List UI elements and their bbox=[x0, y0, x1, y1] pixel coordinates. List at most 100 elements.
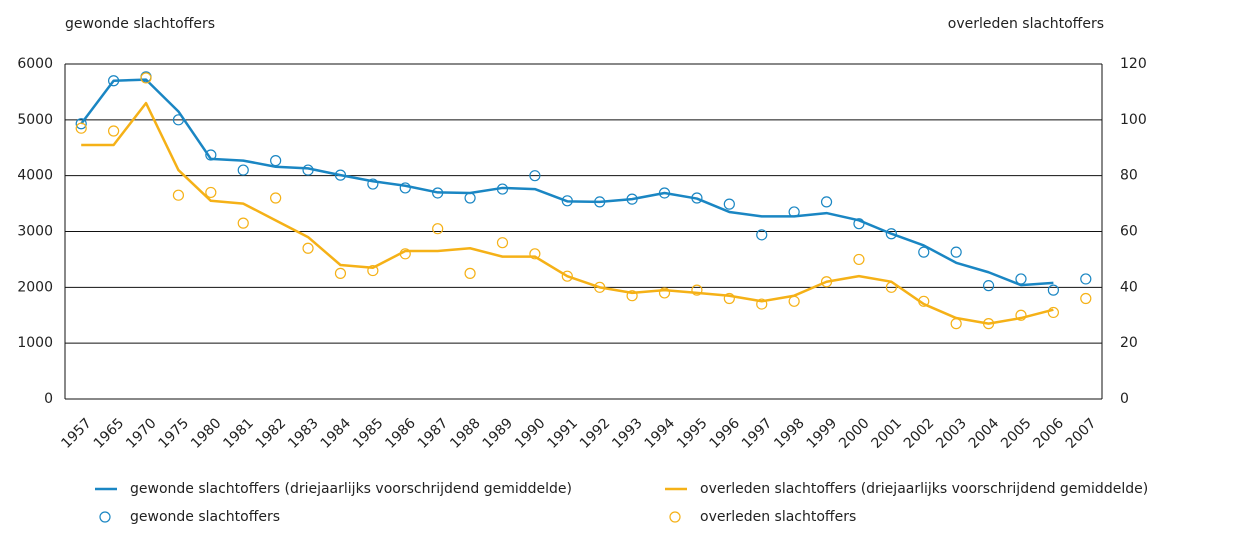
legend-marker bbox=[99, 511, 111, 523]
y-tick-label: 3000 bbox=[17, 224, 53, 240]
data-point bbox=[399, 248, 411, 260]
data-point bbox=[561, 270, 573, 282]
x-tick-label: 1957 bbox=[58, 415, 95, 452]
data-point bbox=[1047, 306, 1059, 319]
data-point bbox=[691, 192, 703, 204]
x-tick-label: 2004 bbox=[966, 415, 1003, 452]
data-point bbox=[334, 267, 347, 279]
legend-label: gewonde slachtoffers (driejaarlijks voor… bbox=[130, 481, 572, 497]
data-point bbox=[853, 253, 865, 266]
y2-axis-title: overleden slachtoffers bbox=[948, 16, 1104, 32]
data-point bbox=[496, 237, 509, 249]
y-tick-label: 0 bbox=[44, 391, 53, 407]
x-tick-label: 1996 bbox=[706, 415, 743, 452]
x-tick-label: 1988 bbox=[447, 415, 484, 452]
data-point bbox=[1080, 292, 1092, 305]
x-tick-label: 2005 bbox=[998, 415, 1035, 452]
x-tick-label: 1985 bbox=[350, 415, 387, 452]
data-point bbox=[820, 276, 833, 288]
data-point bbox=[885, 228, 897, 240]
y-axis-title: gewonde slachtoffers bbox=[65, 16, 215, 32]
x-tick-label: 1993 bbox=[609, 415, 646, 452]
data-point bbox=[302, 164, 314, 176]
data-point bbox=[788, 295, 800, 307]
data-point bbox=[75, 118, 87, 130]
x-tick-label: 1997 bbox=[739, 415, 776, 452]
x-tick-label: 1984 bbox=[318, 415, 355, 452]
data-point bbox=[723, 198, 735, 210]
data-point bbox=[237, 217, 249, 229]
data-point bbox=[367, 178, 379, 190]
x-tick-label: 1965 bbox=[91, 415, 128, 452]
x-tick-label: 1990 bbox=[512, 415, 549, 452]
x-tick-label: 2006 bbox=[1031, 415, 1068, 452]
data-point bbox=[853, 218, 865, 230]
x-tick-label: 1983 bbox=[285, 415, 322, 452]
data-point bbox=[723, 292, 735, 305]
x-tick-label: 1982 bbox=[253, 415, 290, 452]
data-point bbox=[626, 193, 638, 205]
data-point bbox=[950, 246, 962, 258]
x-tick-label: 2001 bbox=[869, 415, 906, 452]
x-tick-label: 1999 bbox=[804, 415, 841, 452]
data-point bbox=[626, 290, 638, 302]
y2-tick-label: 80 bbox=[1120, 168, 1138, 184]
y2-tick-label: 40 bbox=[1120, 279, 1138, 295]
y2-tick-label: 100 bbox=[1120, 112, 1147, 128]
data-point bbox=[594, 281, 606, 293]
x-tick-label: 1970 bbox=[123, 415, 160, 452]
x-tick-label: 2007 bbox=[1063, 415, 1100, 452]
data-point bbox=[982, 280, 995, 292]
data-point bbox=[270, 192, 282, 204]
data-point bbox=[302, 242, 314, 254]
data-point bbox=[399, 182, 411, 194]
data-point bbox=[756, 298, 768, 310]
data-point bbox=[982, 318, 995, 330]
x-tick-label: 1998 bbox=[771, 415, 808, 452]
data-point bbox=[529, 248, 541, 260]
data-point bbox=[691, 284, 703, 296]
data-line bbox=[81, 101, 1054, 325]
data-point bbox=[108, 125, 120, 137]
y2-tick-label: 20 bbox=[1120, 335, 1138, 351]
data-point bbox=[334, 169, 347, 181]
data-point bbox=[918, 246, 930, 258]
legend-label: gewonde slachtoffers bbox=[130, 509, 280, 525]
x-tick-label: 1975 bbox=[156, 415, 193, 452]
data-point bbox=[464, 267, 476, 279]
x-tick-label: 1989 bbox=[480, 415, 517, 452]
data-point bbox=[464, 192, 476, 204]
x-tick-label: 1987 bbox=[415, 415, 452, 452]
data-point bbox=[594, 196, 606, 208]
y2-tick-label: 0 bbox=[1120, 391, 1129, 407]
x-tick-label: 1980 bbox=[188, 415, 225, 452]
data-point bbox=[658, 287, 671, 299]
y-tick-label: 4000 bbox=[17, 168, 53, 184]
data-point bbox=[270, 154, 282, 167]
data-point bbox=[1080, 273, 1092, 285]
data-point bbox=[205, 149, 217, 161]
x-tick-label: 1995 bbox=[674, 415, 711, 452]
y-tick-label: 2000 bbox=[17, 279, 53, 295]
data-point bbox=[950, 318, 962, 330]
y2-tick-label: 60 bbox=[1120, 224, 1138, 240]
data-point bbox=[172, 114, 185, 126]
y-tick-label: 5000 bbox=[17, 112, 53, 128]
x-tick-label: 2000 bbox=[836, 415, 873, 452]
data-point bbox=[529, 170, 541, 182]
data-point bbox=[1015, 309, 1027, 321]
y-tick-label: 1000 bbox=[17, 335, 53, 351]
x-tick-label: 1986 bbox=[382, 415, 419, 452]
data-point bbox=[658, 187, 671, 199]
data-point bbox=[496, 183, 509, 195]
data-point bbox=[756, 229, 768, 241]
data-point bbox=[432, 187, 444, 199]
data-point bbox=[918, 295, 930, 307]
data-point bbox=[885, 281, 897, 293]
data-point bbox=[820, 196, 833, 208]
data-point bbox=[205, 186, 217, 199]
data-point bbox=[237, 164, 249, 176]
y-tick-label: 6000 bbox=[17, 56, 53, 72]
x-tick-label: 1981 bbox=[220, 415, 257, 452]
data-point bbox=[432, 223, 444, 235]
